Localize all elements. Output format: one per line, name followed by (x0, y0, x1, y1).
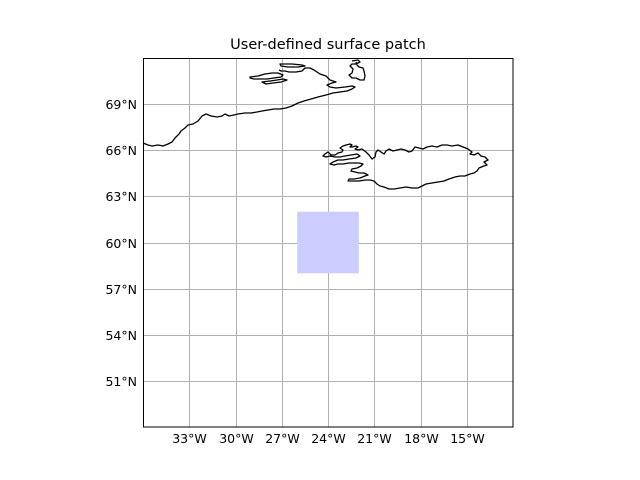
longitude-tick-label: 33°W (172, 431, 207, 446)
latitude-tick-label: 54°N (105, 328, 137, 343)
greenland-coastline-north (279, 63, 306, 68)
longitude-tick-label: 21°W (357, 431, 392, 446)
longitude-tick-label: 24°W (311, 431, 346, 446)
longitude-tick-labels: 33°W 30°W 27°W 24°W 21°W 18°W 15°W (172, 431, 485, 446)
map-frame (143, 58, 514, 428)
map-area (142, 58, 514, 428)
longitude-tick-label: 18°W (404, 431, 439, 446)
iceland-coastline (322, 143, 489, 190)
greenland-fjord-2 (261, 78, 288, 85)
greenland-fjord (249, 72, 284, 80)
latitude-tick-label: 69°N (105, 97, 137, 112)
latitude-tick-label: 51°N (105, 374, 137, 389)
latitude-tick-labels: 51°N 54°N 57°N 60°N 63°N 66°N 69°N (105, 97, 137, 389)
longitude-tick-label: 30°W (219, 431, 254, 446)
surface-patch (297, 211, 359, 274)
scoresby-sund-coast (348, 59, 366, 81)
greenland-coastline (142, 67, 356, 147)
longitude-gridlines (189, 58, 468, 427)
latitude-tick-label: 63°N (105, 189, 137, 204)
coastlines (142, 59, 489, 190)
longitude-tick-label: 27°W (265, 431, 300, 446)
chart-title: User-defined surface patch (230, 37, 426, 53)
latitude-tick-label: 60°N (105, 236, 137, 251)
latitude-tick-label: 66°N (105, 143, 137, 158)
longitude-tick-label: 15°W (450, 431, 485, 446)
latitude-tick-label: 57°N (105, 282, 137, 297)
